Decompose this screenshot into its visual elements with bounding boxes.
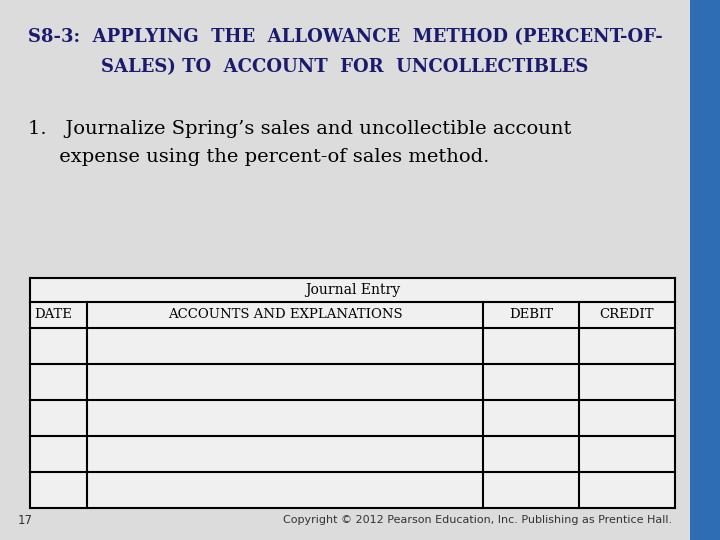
Text: expense using the percent-of sales method.: expense using the percent-of sales metho…: [28, 148, 490, 166]
Text: 1.   Journalize Spring’s sales and uncollectible account: 1. Journalize Spring’s sales and uncolle…: [28, 120, 572, 138]
Text: DATE: DATE: [34, 308, 72, 321]
Text: DEBIT: DEBIT: [509, 308, 553, 321]
Bar: [690, 0, 720, 540]
Text: ACCOUNTS AND EXPLANATIONS: ACCOUNTS AND EXPLANATIONS: [168, 308, 402, 321]
Text: Copyright © 2012 Pearson Education, Inc. Publishing as Prentice Hall.: Copyright © 2012 Pearson Education, Inc.…: [283, 515, 672, 525]
Text: 17: 17: [18, 514, 33, 526]
Text: SALES) TO  ACCOUNT  FOR  UNCOLLECTIBLES: SALES) TO ACCOUNT FOR UNCOLLECTIBLES: [102, 58, 589, 76]
Bar: [30, 278, 675, 508]
Text: CREDIT: CREDIT: [600, 308, 654, 321]
Text: Journal Entry: Journal Entry: [305, 283, 400, 297]
Text: S8-3:  APPLYING  THE  ALLOWANCE  METHOD (PERCENT-OF-: S8-3: APPLYING THE ALLOWANCE METHOD (PER…: [27, 28, 662, 46]
